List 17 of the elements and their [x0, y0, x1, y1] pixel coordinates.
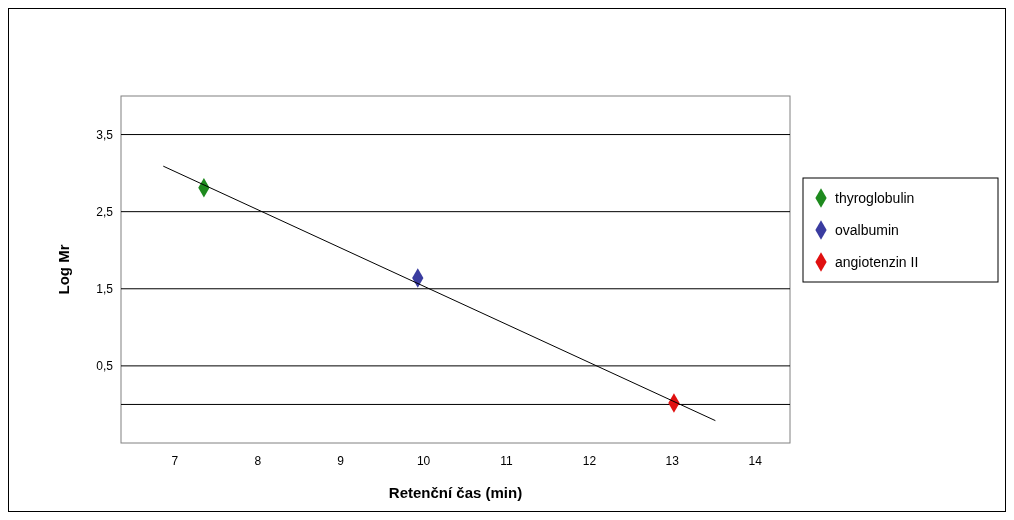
y-tick-label: 0,5	[96, 359, 114, 374]
y-tick-label: 1,5	[96, 281, 114, 296]
x-tick-label: 8	[254, 454, 262, 468]
legend-label: angiotenzin II	[835, 253, 919, 270]
x-tick-label: 14	[748, 454, 763, 468]
x-tick-label: 11	[500, 454, 514, 468]
y-tick-label: 2,5	[96, 204, 114, 219]
x-tick-label: 13	[665, 454, 680, 468]
legend-label: thyroglobulin	[835, 189, 915, 206]
x-tick-label: 9	[337, 454, 345, 468]
x-tick-label: 7	[171, 454, 179, 468]
x-axis-title: Retenční čas (min)	[388, 484, 523, 501]
y-tick-label: 3,5	[96, 127, 114, 142]
x-tick-label: 10	[416, 454, 431, 468]
legend-label: ovalbumin	[835, 221, 899, 238]
y-axis-title: Log Mr	[55, 244, 72, 295]
x-tick-label: 12	[582, 454, 597, 468]
